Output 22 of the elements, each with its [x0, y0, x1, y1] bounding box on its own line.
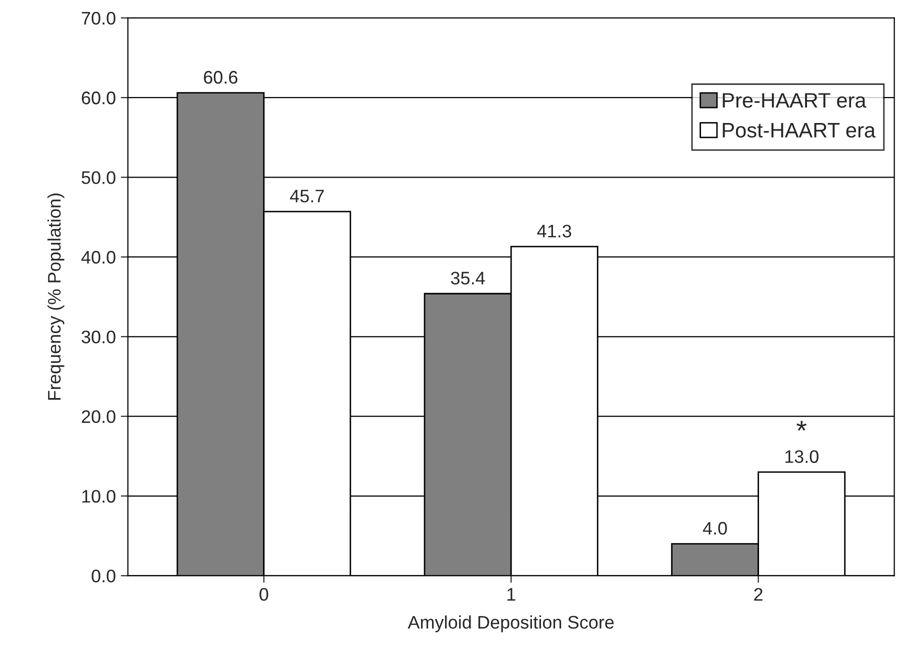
data-label: 60.6	[204, 70, 238, 84]
y-tick-label: 20.0	[82, 410, 116, 424]
y-tick-label: 0.0	[92, 570, 116, 582]
x-axis-title: Amyloid Deposition Score	[408, 615, 614, 632]
y-tick-label: 30.0	[82, 330, 116, 344]
x-tick-label: 2	[754, 588, 762, 601]
y-tick-label: 10.0	[82, 490, 116, 503]
data-label: 41.3	[537, 224, 572, 238]
y-tick-label: 50.0	[82, 171, 116, 184]
y-tick-label: 70.0	[82, 12, 116, 25]
annotation: *	[796, 420, 807, 431]
data-label: 4.0	[702, 522, 727, 535]
data-label: 35.4	[450, 272, 485, 284]
y-tick-label: 40.0	[81, 250, 116, 264]
legend-label: Post-HAART era	[722, 123, 876, 138]
y-tick-label: 60.0	[82, 92, 116, 104]
legend-label: Pre-HAART era	[722, 93, 866, 108]
x-tick-label: 1	[507, 588, 516, 601]
y-axis-title: Frequency (% Population)	[47, 194, 64, 400]
x-tick-label: 0	[260, 588, 268, 601]
data-label: 13.0	[785, 450, 818, 463]
data-label: 45.7	[290, 190, 324, 202]
